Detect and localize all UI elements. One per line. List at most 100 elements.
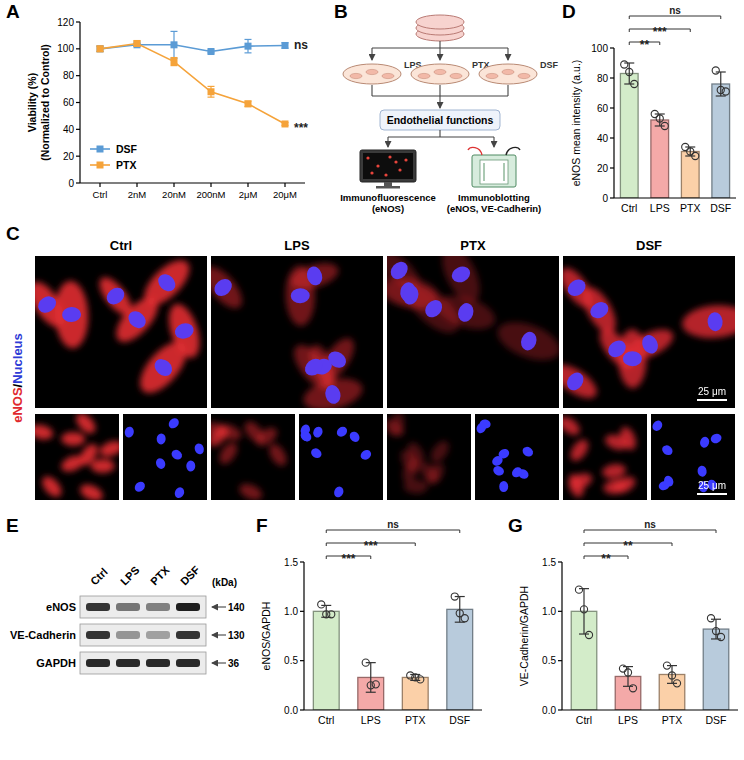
x-tick	[136, 183, 137, 187]
cytoplasm	[288, 258, 342, 293]
replicate-point	[318, 601, 325, 608]
cytoplasm-layer	[211, 258, 366, 408]
stain-label-part: Nucleus	[10, 333, 25, 384]
error-cap	[455, 596, 465, 597]
connector	[372, 85, 508, 96]
error-cap	[579, 633, 589, 634]
error-bar	[245, 39, 252, 52]
y-tick	[558, 611, 562, 612]
replicate-point	[585, 631, 592, 638]
blot-tank	[472, 155, 516, 187]
replicate-point	[328, 611, 335, 618]
replicate-point	[626, 68, 633, 75]
error-cap	[321, 605, 331, 606]
x-tick-label: DSF	[710, 202, 731, 214]
nucleus	[323, 383, 342, 405]
replicate-point	[722, 88, 729, 95]
y-tick	[76, 48, 80, 49]
replicate-point	[668, 672, 675, 679]
error-stem	[715, 619, 716, 639]
nucleus	[422, 297, 446, 321]
replicate-point	[692, 152, 699, 159]
nucleus	[186, 460, 195, 471]
error-bar	[716, 72, 726, 96]
replicate-point	[673, 680, 680, 687]
channel-image	[651, 414, 735, 500]
size-label: 130	[228, 630, 245, 641]
nucleus	[302, 355, 326, 379]
significance-label: ns	[294, 38, 308, 52]
cytoplasm	[78, 481, 106, 500]
nucleus	[387, 258, 411, 282]
significance-label: ***	[341, 552, 355, 566]
blot-band	[146, 631, 170, 639]
nucleus	[154, 457, 167, 471]
channel-image	[211, 414, 295, 500]
nucleus	[124, 426, 135, 439]
bar	[712, 84, 730, 198]
plot-area	[620, 61, 729, 198]
cytoplasm-layer	[563, 414, 639, 499]
cytoplasm	[241, 418, 267, 445]
x-tick-label: 20nM	[162, 189, 186, 200]
y-axis-title: VE-Cadherin/GAPDH	[518, 586, 530, 686]
y-tick-label: 100	[57, 43, 74, 54]
bar	[402, 677, 428, 710]
blot-strip	[80, 596, 206, 618]
cytoplasm	[35, 423, 55, 442]
x-tick	[247, 183, 248, 187]
monitor-dot	[398, 168, 401, 171]
arrow	[387, 137, 388, 147]
bar	[651, 120, 669, 198]
replicate-point	[575, 586, 582, 593]
panel-label: F	[256, 515, 268, 536]
error-cap	[366, 662, 376, 663]
bracket-leg	[628, 556, 629, 559]
error-cap	[623, 686, 633, 687]
replicate-point	[417, 676, 424, 683]
cytoplasm	[601, 462, 627, 480]
legend-marker	[97, 162, 104, 169]
nucleus	[167, 416, 181, 430]
replicate-point	[624, 669, 631, 676]
nucleus	[490, 454, 504, 467]
well	[486, 73, 498, 78]
cytoplasm	[132, 334, 195, 401]
y-tick	[76, 102, 80, 103]
blot-plate	[483, 163, 485, 181]
nucleus	[521, 445, 535, 459]
significance-label: ns	[387, 519, 399, 530]
image-ground	[123, 414, 207, 500]
nucleus	[660, 443, 674, 457]
error-cap	[171, 65, 178, 66]
x-tick-label: DSF	[706, 714, 727, 726]
nucleus	[305, 265, 325, 287]
error-stem	[629, 63, 630, 84]
stain-label: eNOS/Nucleus	[10, 333, 25, 423]
x-axis	[562, 709, 738, 710]
column-label: Ctrl	[110, 238, 132, 253]
panel-label: B	[334, 1, 348, 22]
cytoplasm	[432, 289, 499, 335]
lane-label: PTX	[148, 563, 172, 587]
monitor-screen	[363, 153, 413, 179]
cytoplasm	[492, 315, 559, 368]
scale-bar	[697, 399, 727, 401]
bracket-leg	[415, 543, 416, 546]
significance-label: ns	[669, 5, 681, 16]
significance-bracket	[584, 530, 716, 533]
nucleus	[103, 284, 127, 308]
bracket-leg	[584, 543, 585, 546]
well	[350, 73, 362, 78]
x-tick-label: Ctrl	[318, 714, 334, 726]
replicate-point	[631, 80, 638, 87]
replicate-point	[580, 606, 587, 613]
y-tick	[610, 47, 614, 48]
significance-label: **	[640, 38, 650, 52]
blot-band	[116, 631, 140, 639]
y-axis-title: (Normalized to Control)	[39, 44, 51, 161]
bar	[681, 152, 699, 199]
y-axis	[561, 562, 562, 710]
replicate-point	[629, 685, 636, 692]
error-stem	[370, 663, 371, 693]
